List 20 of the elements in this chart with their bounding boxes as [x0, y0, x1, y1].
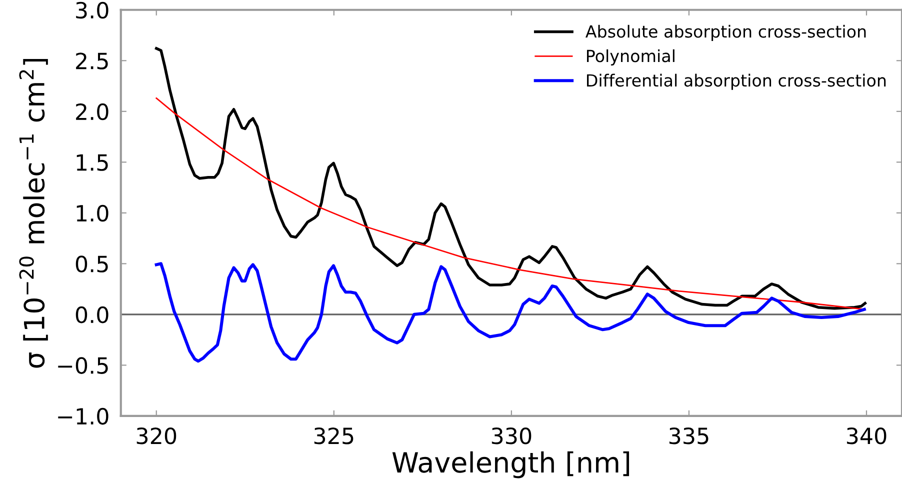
line-series: [154, 262, 866, 363]
y-tick-label: −1.0: [58, 408, 108, 425]
x-tick-label: 320: [136, 427, 176, 444]
x-axis-title: Wavelength [nm]: [392, 451, 630, 478]
y-axis-title: σ [10$^{−20}$ molec$^{−1}$ cm$^{2}$]: [19, 58, 48, 368]
y-tick-label: 1.0: [76, 204, 108, 222]
y-tick-label: −0.5: [58, 357, 108, 374]
y-tick-label: 1.5: [76, 154, 108, 171]
legend-label: Polynomial: [587, 49, 674, 66]
y-tick-label: 2.0: [76, 103, 108, 120]
x-tick-label: 325: [314, 427, 354, 444]
y-tick-label: 0.5: [76, 256, 108, 272]
x-tick-label: 340: [846, 427, 886, 444]
y-tick-label: 0.0: [76, 306, 108, 324]
y-tick-label: 2.5: [76, 52, 108, 70]
legend-label: Absolute absorption cross-section: [586, 24, 866, 42]
x-tick-label: 330: [492, 427, 532, 444]
x-tick-label: 335: [669, 427, 708, 444]
y-tick-label: 3.0: [76, 2, 108, 19]
legend-label: Differential absorption cross-section: [587, 74, 886, 90]
